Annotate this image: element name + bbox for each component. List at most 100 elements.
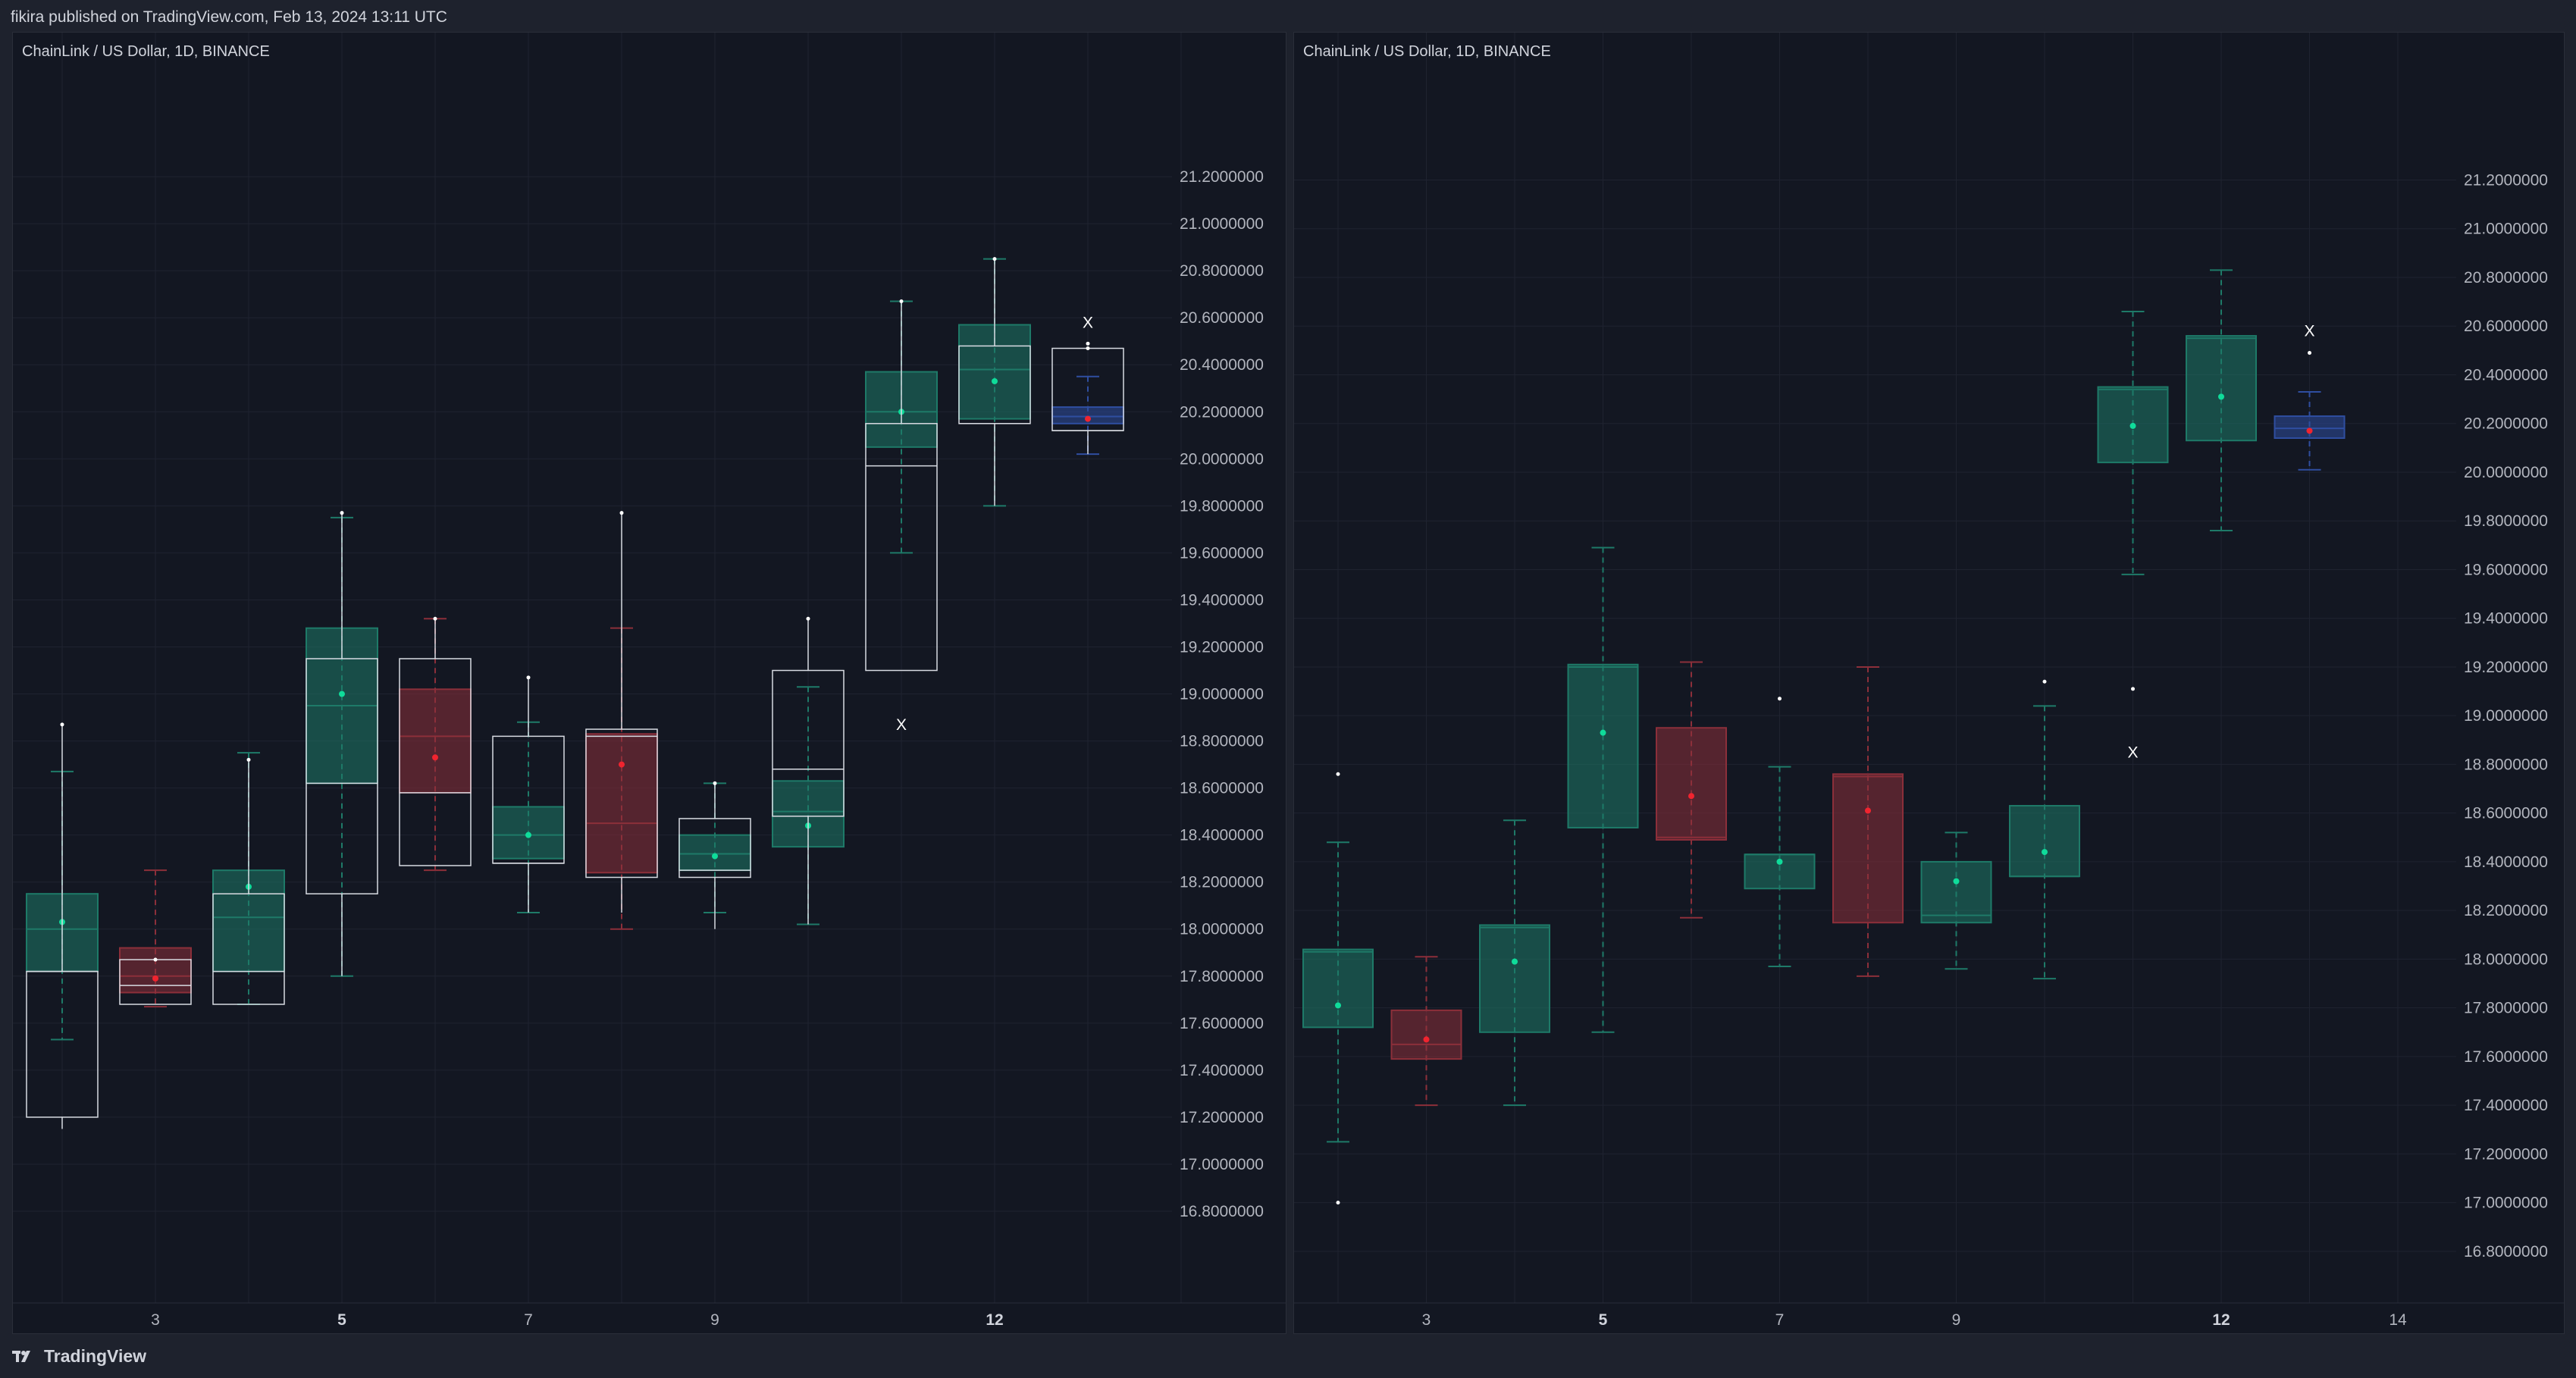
box-mean-dot [2218, 393, 2224, 400]
box-mean-dot [525, 831, 531, 838]
y-tick-label: 17.8000000 [2464, 1000, 2548, 1017]
brand-name[interactable]: TradingView [44, 1345, 147, 1366]
outlier-x-mark: X [896, 716, 907, 734]
box-mean-dot [1512, 958, 1518, 965]
y-tick-label: 17.4000000 [1180, 1062, 1264, 1079]
box-mean-dot [1865, 807, 1871, 814]
tradingview-logo-icon[interactable] [12, 1349, 36, 1363]
box-mean-dot [712, 853, 718, 860]
box-body [2009, 805, 2080, 878]
outlier-x-mark: X [2127, 744, 2138, 761]
symbol-label: ChainLink / US Dollar, 1D, BINANCE [22, 43, 270, 60]
box-mean-dot [432, 754, 438, 761]
y-tick-label: 18.4000000 [2464, 853, 2548, 871]
y-tick-label: 18.6000000 [2464, 805, 2548, 822]
x-tick-label: 12 [2212, 1311, 2230, 1329]
outlier-dot [2131, 687, 2135, 691]
y-tick-label: 19.8000000 [1180, 497, 1264, 515]
box-body [1656, 727, 1727, 841]
white-box-body [306, 658, 378, 894]
y-tick-label: 19.4000000 [2464, 610, 2548, 628]
outlier-dot [1336, 772, 1340, 776]
white-whisker-dot [806, 616, 810, 621]
box-mean-dot [1953, 878, 1960, 885]
white-whisker-dot [713, 781, 717, 785]
white-whisker-dot [992, 257, 997, 262]
y-tick-label: 20.8000000 [2464, 269, 2548, 287]
white-box-body [865, 423, 938, 672]
chart-panel-left[interactable]: ChainLink / US Dollar, 1D, BINANCE 21.20… [12, 32, 1286, 1334]
y-tick-label: 18.2000000 [2464, 902, 2548, 919]
box-mean-dot [2306, 427, 2313, 434]
y-tick-label: 19.2000000 [1180, 638, 1264, 656]
outlier-dot [1086, 341, 1090, 346]
y-tick-label: 21.0000000 [2464, 221, 2548, 238]
box-body [1920, 860, 1992, 924]
white-whisker-dot [340, 511, 344, 515]
x-tick-label: 12 [986, 1311, 1003, 1329]
outlier-dot [2308, 351, 2311, 355]
box-mean-dot [1335, 1002, 1341, 1009]
publish-header: fikira published on TradingView.com, Feb… [0, 0, 2576, 35]
outlier-dot [1778, 697, 1782, 701]
y-tick-label: 16.8000000 [1180, 1203, 1264, 1220]
box-body [399, 688, 472, 794]
y-tick-label: 21.2000000 [2464, 171, 2548, 189]
y-tick-label: 19.8000000 [2464, 512, 2548, 530]
publish-info: fikira published on TradingView.com, Feb… [11, 8, 447, 26]
white-box-body [772, 669, 845, 817]
y-tick-label: 20.2000000 [2464, 415, 2548, 433]
white-whisker-dot [433, 616, 437, 621]
y-tick-label: 20.2000000 [1180, 403, 1264, 421]
outlier-x-mark: X [1083, 314, 1093, 331]
x-tick-label: 7 [524, 1311, 533, 1329]
white-box-body [678, 818, 751, 878]
box-mean-dot [1688, 793, 1694, 800]
y-tick-label: 20.0000000 [2464, 464, 2548, 481]
outlier-dot [2042, 679, 2047, 684]
y-tick-label: 17.4000000 [2464, 1097, 2548, 1114]
y-tick-label: 18.6000000 [1180, 780, 1264, 797]
footer-bar: TradingView [0, 1334, 2576, 1378]
box-mean-dot [992, 377, 998, 384]
outlier-dot [1336, 1201, 1340, 1205]
y-tick-label: 20.6000000 [1180, 309, 1264, 327]
box-body [585, 733, 658, 874]
box-mean-dot [152, 975, 158, 982]
box-body [1390, 1009, 1462, 1060]
y-tick-label: 19.6000000 [2464, 561, 2548, 578]
y-tick-label: 18.8000000 [2464, 756, 2548, 773]
y-tick-label: 19.6000000 [1180, 544, 1264, 562]
y-tick-label: 18.0000000 [2464, 951, 2548, 968]
white-box-body [212, 893, 285, 1005]
chart-canvas-left[interactable]: 21.2000000 21.0000000 20.8000000 20.6000000… [13, 33, 1286, 1334]
x-tick-label: 14 [2389, 1311, 2407, 1329]
y-tick-label: 19.0000000 [1180, 686, 1264, 703]
white-whisker-dot [60, 722, 64, 727]
y-tick-label: 17.0000000 [1180, 1156, 1264, 1173]
y-tick-label: 18.4000000 [1180, 827, 1264, 844]
white-whisker-dot [246, 757, 251, 762]
y-tick-label: 19.0000000 [2464, 707, 2548, 725]
chart-canvas-right[interactable]: 21.2000000 21.0000000 20.8000000 20.6000000… [1294, 33, 2565, 1334]
white-whisker-dot [619, 511, 624, 515]
white-whisker-dot [899, 299, 904, 303]
box-mean-dot [1423, 1036, 1430, 1043]
white-whisker-dot [1086, 346, 1090, 351]
box-body [1302, 948, 1374, 1029]
y-tick-label: 17.0000000 [2464, 1195, 2548, 1212]
box-body [1479, 924, 1550, 1033]
box-body [1567, 663, 1639, 828]
white-box-body [585, 728, 658, 878]
chart-panel-right[interactable]: ChainLink / US Dollar, 1D, BINANCE 21.20… [1293, 32, 2565, 1334]
outlier-x-mark: X [2304, 323, 2314, 340]
box-body [1832, 773, 1904, 924]
y-tick-label: 17.2000000 [1180, 1109, 1264, 1126]
box-mean-dot [2042, 849, 2048, 856]
y-tick-label: 20.6000000 [2464, 318, 2548, 335]
box-mean-dot [2129, 422, 2136, 429]
box-mean-dot [1776, 858, 1783, 865]
y-tick-label: 20.4000000 [1180, 356, 1264, 374]
x-tick-label: 9 [1952, 1311, 1961, 1329]
symbol-label: ChainLink / US Dollar, 1D, BINANCE [1303, 43, 1551, 60]
